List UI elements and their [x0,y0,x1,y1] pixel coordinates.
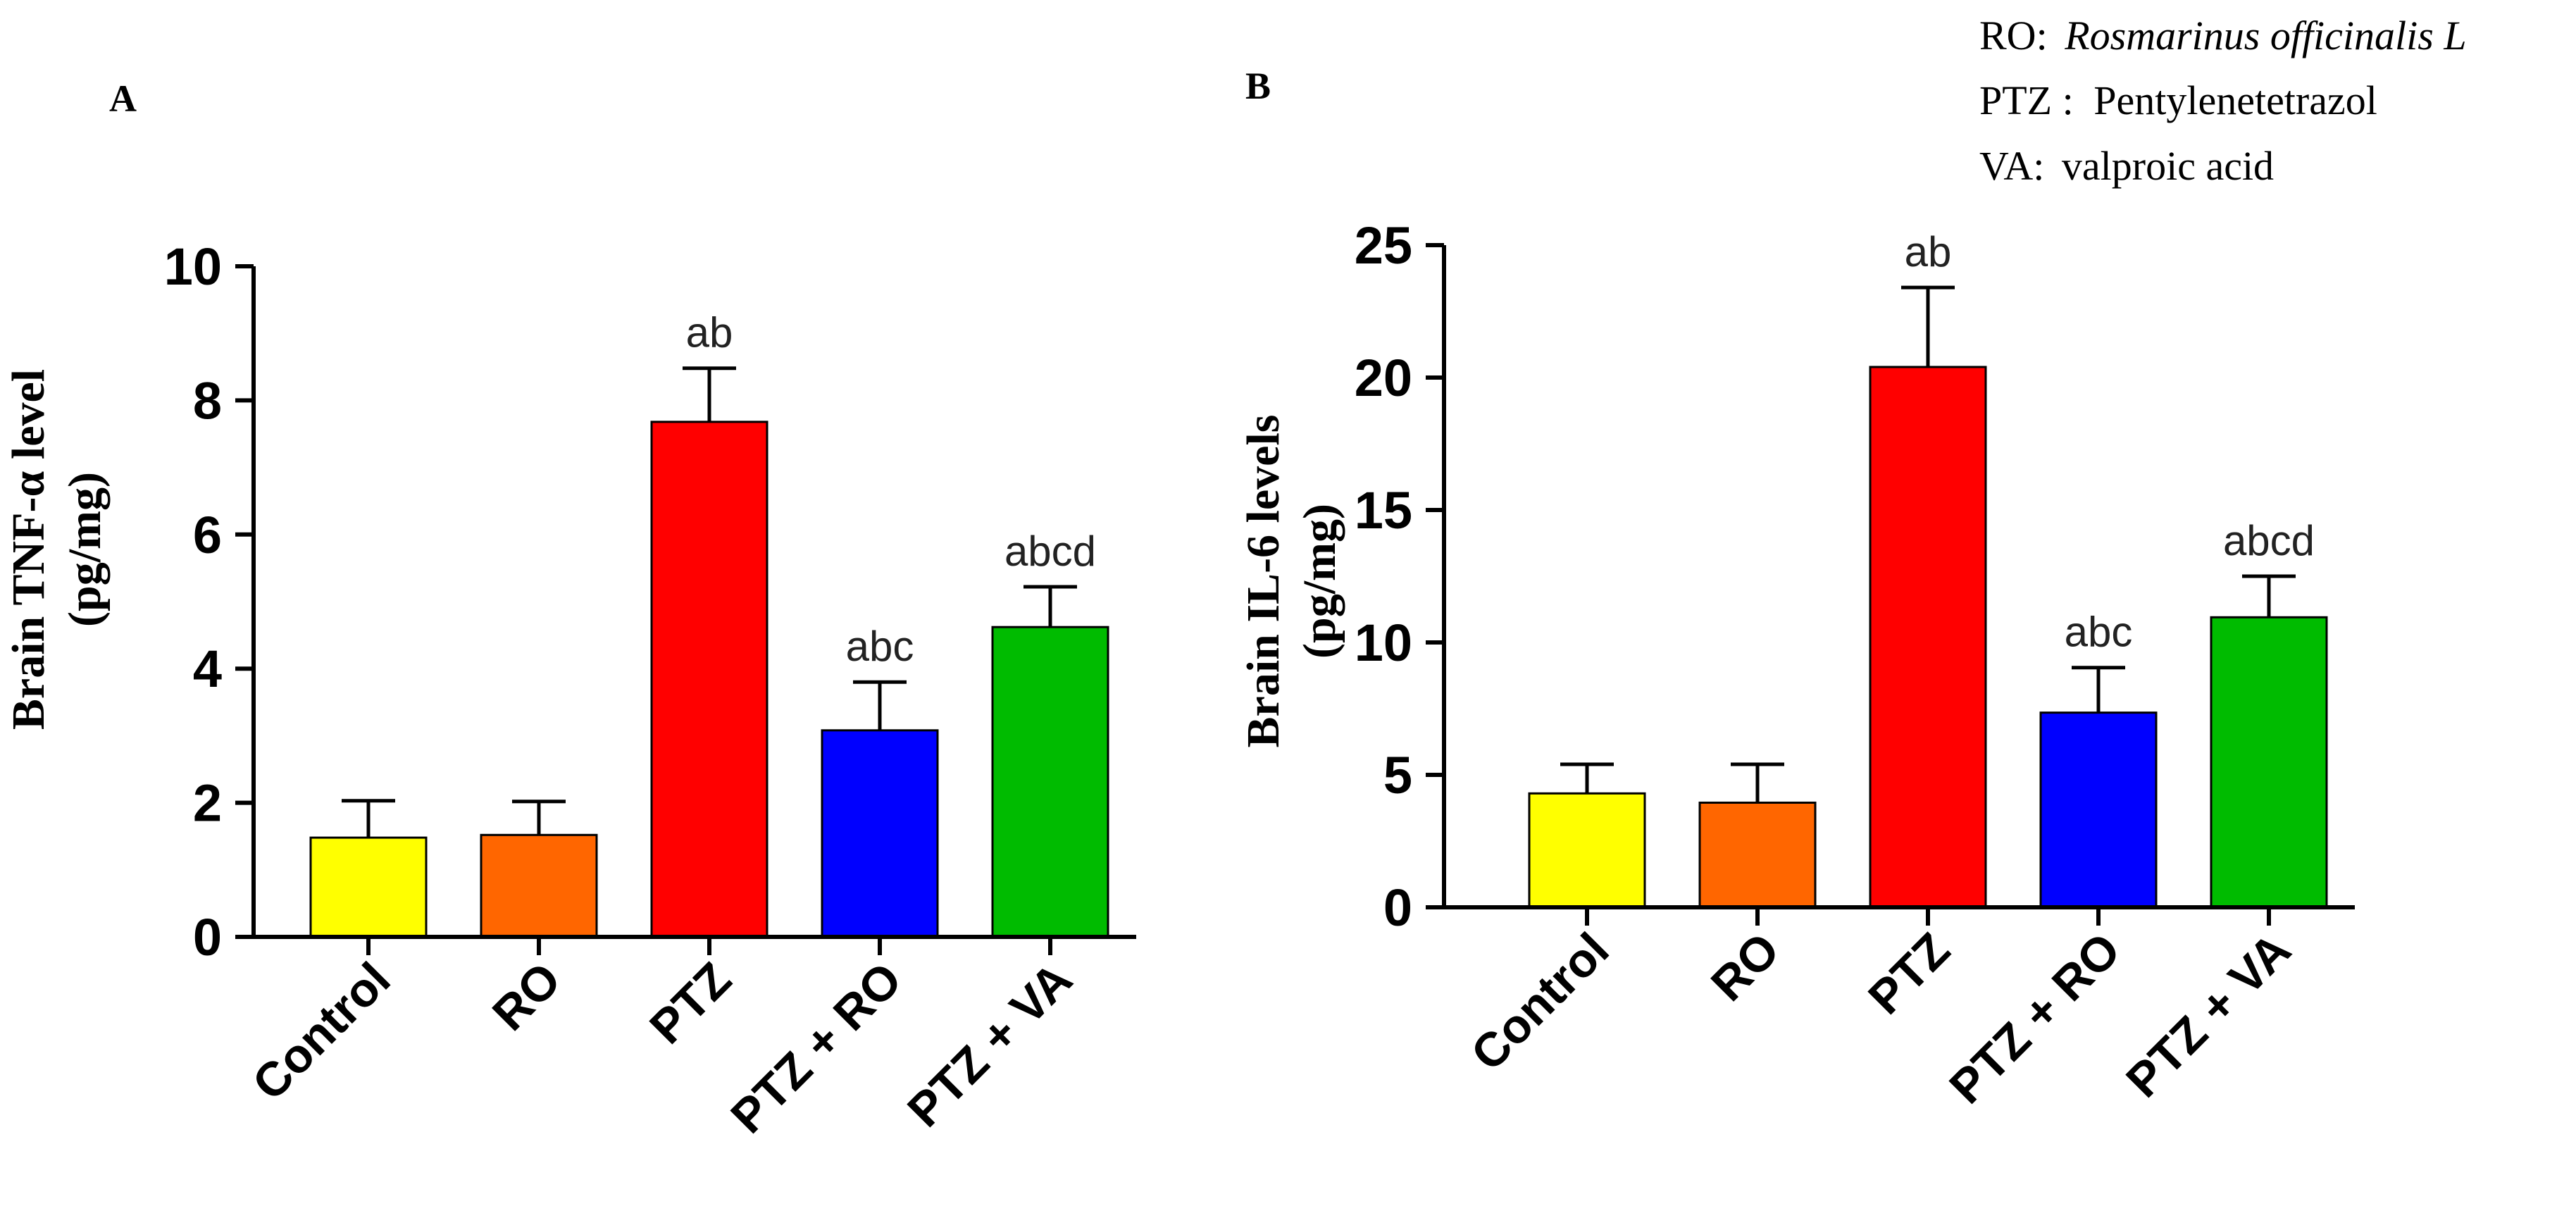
svg-text:VA: valproic acid: VA: valproic acid [1979,143,2274,189]
pa-ytick-label-1: 2 [193,774,222,833]
pb-ytick-label-3: 15 [1355,481,1412,540]
pa-ytick-label-2: 4 [193,640,222,698]
pb-ytick-label-2: 10 [1355,614,1412,672]
y-axis-label-a-line2: (pg/mg) [59,472,111,627]
pb-bar-3 [2039,711,2158,909]
pb-bar-0 [1528,792,1646,909]
pb-ytick-label-4: 20 [1355,349,1412,407]
pa-bar-4 [991,626,1109,938]
pa-bar-1 [480,833,598,938]
legend-text-va: valproic acid [2062,143,2274,189]
pb-bar-1 [1698,801,1817,909]
pa-ytick-label-0: 0 [193,908,222,966]
legend-abbr-ptz: PTZ : [1979,77,2074,123]
pb-annotation-4: abcd [2223,517,2315,564]
pb-annotation-3: abc [2065,609,2133,656]
svg-text:RO: Rosmarinus officinal: RO: Rosmarinus officinalis L [1979,13,2467,58]
y-axis-label-b-line1: Brain IL-6 levels [1238,415,1289,748]
panel-label-a: A [109,77,137,120]
pb-xtick-label-3: PTZ + RO [1939,923,2130,1114]
y-axis-label-b-line2: (pg/mg) [1294,504,1345,659]
pa-bar-0 [309,836,428,938]
pa-bar-2 [650,421,769,938]
pb-ytick-label-5: 25 [1355,216,1412,275]
pb-ytick-label-0: 0 [1383,878,1412,937]
legend-text-ptz: Pentylenetetrazol [2093,77,2377,123]
pa-annotation-4: abcd [1004,528,1096,575]
pa-xtick-label-2: PTZ [640,952,742,1055]
pb-xtick-label-1: RO [1701,923,1790,1012]
pa-xtick-label-4: PTZ + VA [897,952,1083,1138]
pb-ytick-label-1: 5 [1383,746,1412,804]
pb-xtick-label-2: PTZ [1858,923,1960,1025]
y-axis-label-a-line1: Brain TNF-α level [3,369,54,730]
pa-bar-3 [821,729,939,938]
pb-xtick-label-4: PTZ + VA [2116,923,2301,1108]
pb-annotation-2: ab [1905,228,1952,275]
legend: RO: Rosmarinus officinalis L PTZ : Penty… [1979,13,2467,189]
panel-label-b: B [1245,65,1271,107]
pa-xtick-label-0: Control [242,952,401,1111]
pa-xtick-label-1: RO [483,952,571,1041]
panel-b: B Brain IL-6 levels (pg/mg) ab abc abcd 0 5 1… [1238,65,2355,1114]
y-axis-label-a: Brain TNF-α level (pg/mg) [3,369,111,730]
panel-a: A Brain TNF-α level (pg/mg) ab abc abcd 0 2 4… [3,77,1136,1143]
legend-text-ro: Rosmarinus officinalis L [2064,13,2466,58]
y-axis-label-b: Brain IL-6 levels (pg/mg) [1238,415,1345,748]
pa-ytick-label-3: 6 [193,506,222,564]
pa-ytick-label-5: 10 [164,237,222,296]
pb-bar-4 [2210,616,2328,909]
legend-abbr-va: VA: [1979,143,2044,189]
pb-bar-2 [1869,366,1987,909]
legend-abbr-ro: RO: [1979,13,2048,58]
pa-annotation-3: abc [846,623,914,670]
pa-annotation-2: ab [686,309,733,356]
pa-xtick-label-3: PTZ + RO [721,952,911,1143]
svg-text:PTZ : Pentylenetetrazol: PTZ : Pentylenetetrazol [1979,77,2377,123]
pb-xtick-label-0: Control [1461,923,1619,1081]
pa-ytick-label-4: 8 [193,371,222,430]
